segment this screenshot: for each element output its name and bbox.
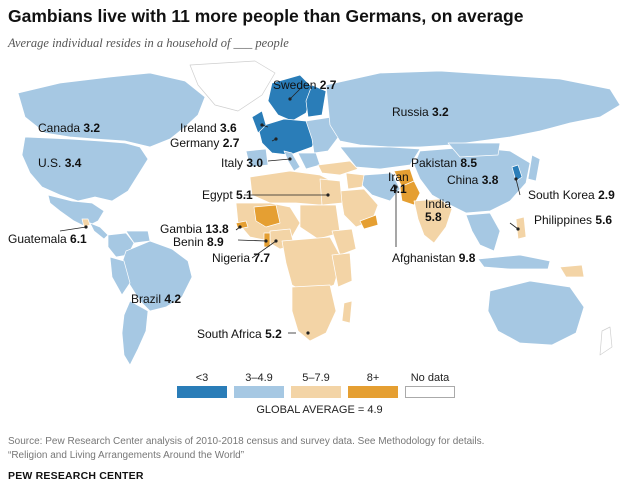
report-title: “Religion and Living Arrangements Around… xyxy=(8,450,245,461)
region-italy xyxy=(283,150,301,172)
region-madagascar xyxy=(341,300,353,324)
legend-label-nodata: No data xyxy=(410,372,450,384)
label-guatemala: Guatemala 6.1 xyxy=(8,232,87,246)
region-mali-burkina xyxy=(253,204,281,228)
region-canada xyxy=(17,72,206,148)
region-turkey xyxy=(317,160,359,176)
label-india: India xyxy=(425,197,452,211)
label-pakistan: Pakistan 8.5 xyxy=(411,156,478,170)
region-iraq-syria xyxy=(345,172,365,190)
label-brazil: Brazil 4.2 xyxy=(131,292,182,306)
label-india-value: 5.8 xyxy=(425,210,442,224)
region-sudan xyxy=(299,204,341,240)
label-canada: Canada 3.2 xyxy=(38,121,101,135)
region-egypt xyxy=(319,178,343,206)
region-russia xyxy=(325,70,621,148)
region-western-europe xyxy=(257,118,319,156)
region-australia xyxy=(487,280,585,346)
label-russia: Russia 3.2 xyxy=(392,105,449,119)
legend-label-8plus: 8+ xyxy=(366,372,380,384)
region-philippines xyxy=(515,216,527,240)
map-title: Gambians live with 11 more people than G… xyxy=(8,6,524,26)
source-note: Source: Pew Research Center analysis of … xyxy=(8,436,485,447)
region-balkans xyxy=(297,152,321,170)
region-yemen xyxy=(359,214,379,230)
region-argentina xyxy=(121,300,149,366)
legend-label-3to49: 3–4.9 xyxy=(245,372,273,384)
legend-label-5to79: 5–7.9 xyxy=(302,372,330,384)
legend: <3 3–4.9 5–7.9 8+ No data xyxy=(175,372,465,432)
region-guatemala xyxy=(81,218,91,228)
label-iran: Iran xyxy=(388,170,409,184)
label-afghanistan: Afghanistan 9.8 xyxy=(392,251,476,265)
region-usa xyxy=(21,136,149,202)
legend-label-lt3: <3 xyxy=(195,372,209,384)
label-ireland: Ireland 3.6 xyxy=(180,121,237,135)
label-italy: Italy 3.0 xyxy=(221,156,264,170)
region-ethiopia xyxy=(331,228,357,256)
region-mongolia xyxy=(447,142,501,158)
legend-swatch-5to79 xyxy=(291,386,341,398)
label-south-korea: South Korea 2.9 xyxy=(528,188,615,202)
region-japan xyxy=(527,154,541,182)
legend-swatch-3to49 xyxy=(234,386,284,398)
label-sweden: Sweden 2.7 xyxy=(273,78,337,92)
region-southern-africa xyxy=(291,284,337,342)
region-east-africa xyxy=(331,252,353,288)
region-png xyxy=(559,264,585,278)
label-usa: U.S. 3.4 xyxy=(38,156,82,170)
label-philippines: Philippines 5.6 xyxy=(534,213,613,227)
region-peru xyxy=(109,256,131,296)
legend-swatch-nodata xyxy=(405,386,455,398)
region-iberia xyxy=(245,148,269,168)
region-new-zealand xyxy=(599,326,613,356)
label-germany: Germany 2.7 xyxy=(170,136,240,150)
map-subtitle: Average individual resides in a househol… xyxy=(8,36,289,50)
region-china xyxy=(413,146,531,214)
label-south-africa: South Africa 5.2 xyxy=(197,327,282,341)
region-pakistan xyxy=(399,180,421,206)
legend-swatch-lt3 xyxy=(177,386,227,398)
region-indonesia xyxy=(477,254,551,270)
label-benin: Benin 8.9 xyxy=(173,235,224,249)
world-map xyxy=(17,60,621,366)
region-kazakhstan xyxy=(339,146,421,170)
label-egypt: Egypt 5.1 xyxy=(202,188,253,202)
region-finland xyxy=(305,84,327,118)
label-nigeria: Nigeria 7.7 xyxy=(212,251,271,265)
region-korea xyxy=(511,164,523,182)
region-se-asia xyxy=(465,212,501,252)
label-iran-value: 4.1 xyxy=(390,182,407,196)
region-uk-ireland xyxy=(251,110,267,134)
region-central-am xyxy=(89,222,109,240)
global-average: GLOBAL AVERAGE = 4.9 xyxy=(256,404,383,416)
label-gambia: Gambia 13.8 xyxy=(160,222,229,236)
pew-logo-text: PEW RESEARCH CENTER xyxy=(8,470,144,482)
region-greenland xyxy=(189,60,276,112)
legend-swatch-8plus xyxy=(348,386,398,398)
label-china: China 3.8 xyxy=(447,173,499,187)
